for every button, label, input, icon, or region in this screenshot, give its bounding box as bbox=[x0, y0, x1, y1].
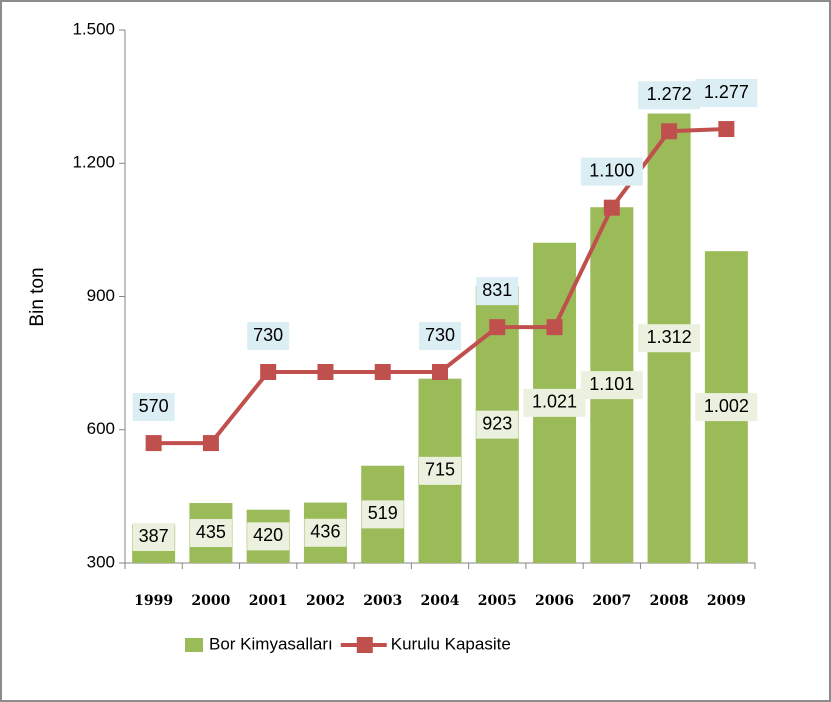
line-value-label-bg bbox=[476, 277, 519, 306]
bar-value-label-bg bbox=[361, 500, 404, 529]
bar-value-label-bg bbox=[695, 393, 758, 422]
legend-label: Kurulu Kapasite bbox=[391, 634, 511, 653]
line-marker bbox=[546, 319, 563, 336]
bar-value-label: 519 bbox=[368, 503, 398, 523]
x-tick-label: 2009 bbox=[707, 593, 746, 609]
line-marker bbox=[432, 364, 448, 381]
line-value-label: 730 bbox=[253, 325, 283, 345]
line-value-label: 1.100 bbox=[589, 160, 634, 180]
y-tick-label: 600 bbox=[87, 419, 115, 438]
y-tick-label: 1.500 bbox=[72, 19, 115, 38]
line-value-label-bg bbox=[638, 81, 701, 110]
bar-value-label: 1.312 bbox=[647, 327, 692, 347]
line-marker bbox=[489, 319, 506, 336]
bar-value-label-bg bbox=[419, 456, 461, 485]
bar-value-label: 1.002 bbox=[704, 396, 749, 416]
line-marker bbox=[603, 199, 620, 216]
x-tick-label: 2005 bbox=[478, 593, 517, 609]
line-value-label-bg bbox=[247, 322, 290, 351]
line-marker bbox=[317, 364, 334, 381]
bar-value-label: 435 bbox=[196, 522, 226, 542]
line-value-label-bg bbox=[695, 79, 758, 108]
x-tick-label: 2008 bbox=[650, 593, 689, 609]
bar-value-label-bg bbox=[132, 523, 175, 551]
bar-value-label: 420 bbox=[253, 525, 283, 545]
line-marker bbox=[145, 435, 162, 452]
legend-swatch bbox=[356, 637, 373, 653]
bar-value-label-bg bbox=[523, 388, 586, 417]
bar-value-label-bg bbox=[580, 371, 643, 400]
bar-value-label: 1.021 bbox=[532, 392, 577, 412]
legend-label: Bor Kimyasalları bbox=[209, 634, 333, 653]
line-marker bbox=[374, 364, 391, 381]
y-tick-label: 300 bbox=[87, 552, 115, 571]
x-tick-label: 1999 bbox=[134, 593, 173, 609]
y-axis-title: Bin ton bbox=[27, 267, 48, 326]
bar-value-label: 1.101 bbox=[589, 374, 634, 394]
line-marker bbox=[661, 123, 678, 140]
line-value-label-bg bbox=[419, 322, 461, 351]
legend-swatch bbox=[185, 638, 203, 652]
line-value-label-bg bbox=[132, 393, 175, 422]
line-marker bbox=[260, 364, 277, 381]
line-value-label: 730 bbox=[425, 325, 455, 345]
bar-value-label: 387 bbox=[139, 526, 169, 546]
bar-value-label: 436 bbox=[310, 522, 340, 542]
bar-value-label-bg bbox=[189, 519, 232, 548]
line-value-label: 831 bbox=[482, 280, 512, 300]
x-tick-label: 2006 bbox=[535, 593, 574, 609]
line-marker bbox=[202, 435, 219, 452]
line-marker bbox=[718, 121, 735, 138]
x-tick-label: 2000 bbox=[191, 593, 230, 609]
line-value-label: 570 bbox=[139, 396, 169, 416]
line-value-label-bg bbox=[580, 157, 643, 186]
bar-value-label: 715 bbox=[425, 460, 455, 480]
y-tick-label: 1.200 bbox=[72, 153, 115, 172]
bar-value-label-bg bbox=[476, 410, 519, 439]
x-tick-label: 2004 bbox=[421, 593, 460, 609]
bar-value-label: 923 bbox=[482, 413, 512, 433]
bar-value-label-bg bbox=[304, 518, 347, 547]
x-tick-label: 2003 bbox=[363, 593, 402, 609]
x-tick-label: 2007 bbox=[592, 593, 631, 609]
y-tick-label: 900 bbox=[87, 286, 115, 305]
line-value-label: 1.272 bbox=[647, 84, 692, 104]
bar-value-label-bg bbox=[638, 324, 701, 353]
x-tick-label: 2001 bbox=[249, 593, 288, 609]
x-tick-label: 2002 bbox=[306, 593, 345, 609]
bar-value-label-bg bbox=[247, 522, 290, 551]
line-value-label: 1.277 bbox=[704, 82, 749, 102]
